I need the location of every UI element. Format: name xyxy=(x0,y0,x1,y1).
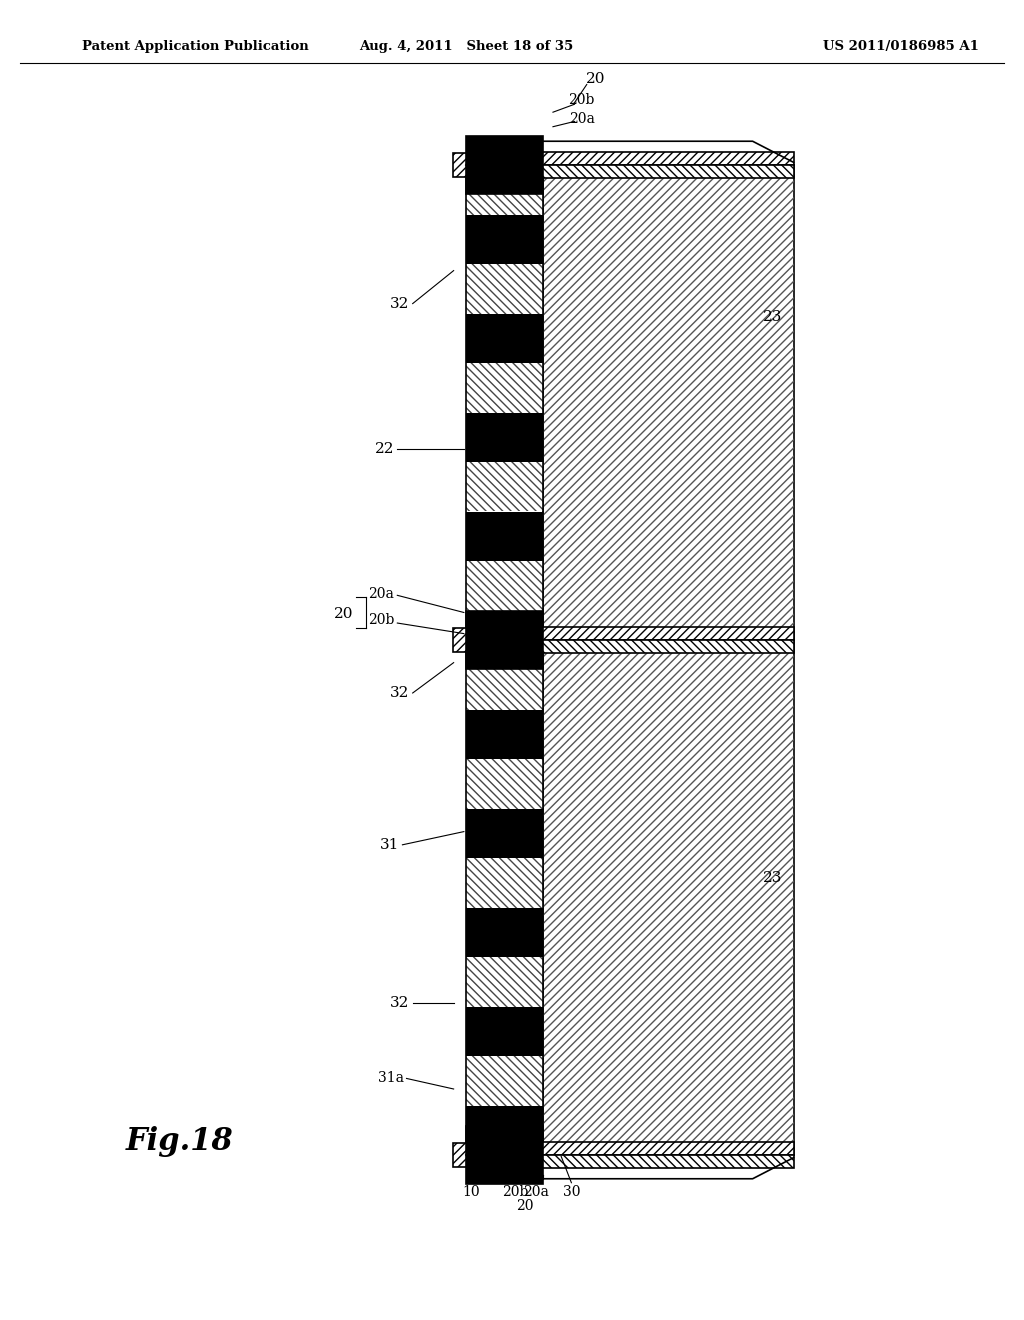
Text: 20b: 20b xyxy=(568,94,595,107)
Bar xyxy=(466,808,543,858)
Bar xyxy=(543,165,794,1155)
Bar xyxy=(466,858,543,908)
Bar xyxy=(466,314,543,363)
Text: 30: 30 xyxy=(562,1185,581,1199)
Text: 20b: 20b xyxy=(368,614,394,627)
Bar xyxy=(466,957,543,1006)
Bar xyxy=(453,153,466,177)
Text: 20b: 20b xyxy=(502,1185,528,1199)
Bar xyxy=(466,561,543,610)
Bar xyxy=(466,1006,543,1056)
Text: 31a: 31a xyxy=(379,1072,404,1085)
Bar xyxy=(543,165,794,178)
Text: Fig.18: Fig.18 xyxy=(125,1126,233,1158)
Bar xyxy=(543,627,794,640)
Bar xyxy=(466,611,543,669)
Text: 20: 20 xyxy=(586,73,606,86)
Bar xyxy=(466,165,543,214)
Bar xyxy=(466,710,543,759)
Bar xyxy=(466,610,543,660)
Text: US 2011/0186985 A1: US 2011/0186985 A1 xyxy=(823,40,979,53)
Bar xyxy=(466,759,543,808)
Text: 32: 32 xyxy=(390,297,410,310)
Bar xyxy=(466,908,543,957)
Bar xyxy=(543,1142,794,1155)
Text: 31: 31 xyxy=(380,838,399,851)
Bar xyxy=(466,363,543,412)
Bar xyxy=(466,1126,543,1184)
Text: Patent Application Publication: Patent Application Publication xyxy=(82,40,308,53)
Bar xyxy=(466,1056,543,1106)
Bar xyxy=(543,152,794,165)
Bar xyxy=(466,412,543,462)
Bar xyxy=(466,1106,543,1155)
Text: 22: 22 xyxy=(375,442,394,455)
Bar xyxy=(466,214,543,264)
Bar xyxy=(466,264,543,314)
Bar xyxy=(466,512,543,561)
Bar xyxy=(466,462,543,511)
Text: 20a: 20a xyxy=(522,1185,549,1199)
Text: Aug. 4, 2011   Sheet 18 of 35: Aug. 4, 2011 Sheet 18 of 35 xyxy=(358,40,573,53)
Bar xyxy=(466,165,543,1155)
Bar xyxy=(543,640,794,653)
Text: 23: 23 xyxy=(764,310,782,323)
Text: 32: 32 xyxy=(390,997,410,1010)
Bar xyxy=(543,1155,794,1168)
Text: 20a: 20a xyxy=(369,587,394,601)
Text: 10: 10 xyxy=(462,1185,480,1199)
Bar xyxy=(543,165,794,1155)
Text: 20a: 20a xyxy=(568,112,595,125)
Bar xyxy=(453,1143,466,1167)
Bar xyxy=(466,136,543,194)
Bar xyxy=(466,660,543,710)
Text: 20: 20 xyxy=(516,1200,535,1213)
Text: 23: 23 xyxy=(764,871,782,884)
Bar xyxy=(453,628,466,652)
Text: 32: 32 xyxy=(390,686,410,700)
Text: 20: 20 xyxy=(334,607,353,620)
